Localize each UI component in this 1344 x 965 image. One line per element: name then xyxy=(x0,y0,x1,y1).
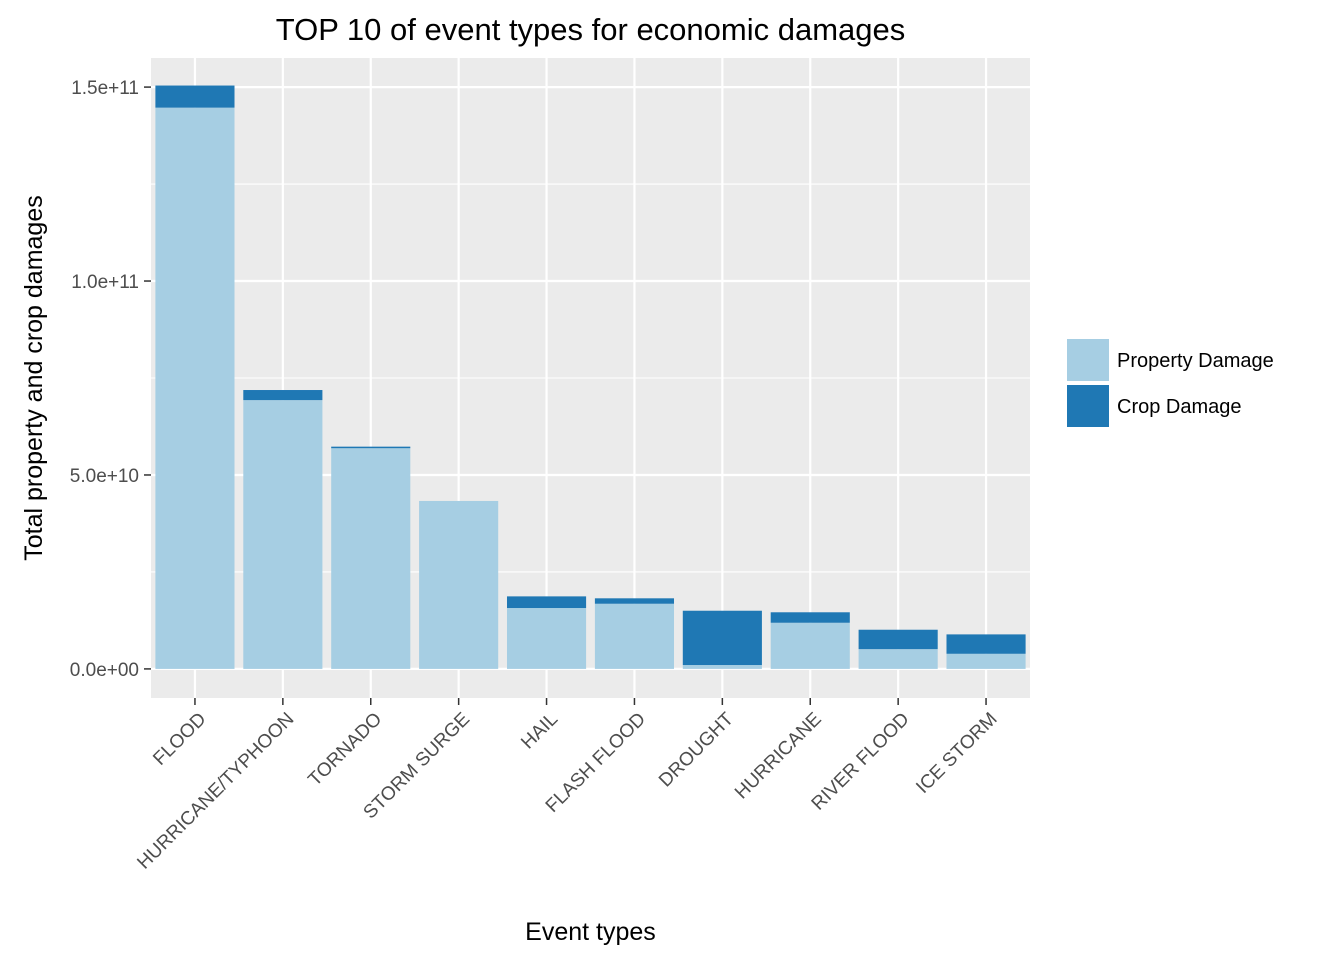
legend-key-crop-damage xyxy=(1067,385,1109,427)
bar-flood-property-damage xyxy=(155,107,235,669)
bar-storm-surge-property-damage xyxy=(419,500,499,669)
bar-hurricane-property-damage xyxy=(770,622,850,669)
x-tick-label-flood: FLOOD xyxy=(149,709,210,770)
legend-label-property-damage: Property Damage xyxy=(1117,350,1274,372)
bar-ice-storm-crop-damage xyxy=(946,634,1026,654)
y-tick-label: 0.0e+00 xyxy=(70,660,139,681)
bar-ice-storm-property-damage xyxy=(946,653,1026,669)
y-axis-title: Total property and crop damages xyxy=(20,195,48,561)
bar-hurricane-crop-damage xyxy=(770,612,850,623)
y-tick-label: 5.0e+10 xyxy=(70,466,139,487)
bar-drought-property-damage xyxy=(682,665,762,669)
bar-river-flood-crop-damage xyxy=(858,629,938,650)
x-tick-label-hurricane-typhoon: HURRICANE/TYPHOON xyxy=(133,709,298,874)
bar-hurricane-typhoon-crop-damage xyxy=(243,390,323,401)
y-tick-label: 1.5e+11 xyxy=(71,78,139,99)
bar-tornado-crop-damage xyxy=(331,446,411,449)
x-tick-label-ice-storm: ICE STORM xyxy=(912,709,1001,798)
bar-hurricane-typhoon-property-damage xyxy=(243,400,323,669)
bars xyxy=(155,85,1026,669)
chart-title: TOP 10 of event types for economic damag… xyxy=(276,12,906,47)
bar-hail-property-damage xyxy=(506,608,587,669)
bar-hail-crop-damage xyxy=(506,596,587,609)
x-tick-label-tornado: TORNADO xyxy=(304,709,386,791)
bar-river-flood-property-damage xyxy=(858,649,938,669)
x-tick-label-hurricane: HURRICANE xyxy=(731,709,826,804)
x-axis-title: Event types xyxy=(525,918,656,946)
x-tick-label-drought: DROUGHT xyxy=(655,708,738,791)
bar-flash-flood-crop-damage xyxy=(594,598,675,604)
bar-flood-crop-damage xyxy=(155,85,235,108)
legend-key-property-damage xyxy=(1067,339,1109,381)
bar-flash-flood-property-damage xyxy=(594,603,675,669)
x-tick-label-hail: HAIL xyxy=(517,709,562,754)
bar-tornado-property-damage xyxy=(331,448,411,669)
bar-drought-crop-damage xyxy=(682,610,762,666)
legend-label-crop-damage: Crop Damage xyxy=(1117,396,1242,418)
y-tick-label: 1.0e+11 xyxy=(71,272,139,293)
legend: Property Damage Crop Damage xyxy=(1067,339,1274,427)
y-axis: 0.0e+00 5.0e+10 1.0e+11 1.5e+11 xyxy=(70,78,151,681)
